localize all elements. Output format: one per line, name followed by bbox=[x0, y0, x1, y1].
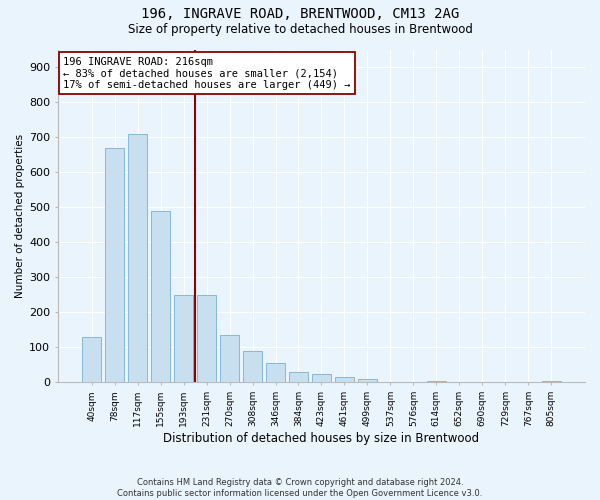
Bar bbox=[542, 381, 561, 382]
Text: 196, INGRAVE ROAD, BRENTWOOD, CM13 2AG: 196, INGRAVE ROAD, BRENTWOOD, CM13 2AG bbox=[141, 8, 459, 22]
Bar bbox=[151, 211, 170, 382]
Bar bbox=[427, 380, 446, 382]
Bar bbox=[266, 363, 285, 382]
Bar bbox=[220, 335, 239, 382]
X-axis label: Distribution of detached houses by size in Brentwood: Distribution of detached houses by size … bbox=[163, 432, 479, 445]
Bar bbox=[128, 134, 148, 382]
Bar bbox=[243, 351, 262, 382]
Bar bbox=[335, 377, 354, 382]
Bar bbox=[82, 337, 101, 382]
Bar bbox=[358, 379, 377, 382]
Bar bbox=[311, 374, 331, 382]
Y-axis label: Number of detached properties: Number of detached properties bbox=[15, 134, 25, 298]
Bar bbox=[289, 372, 308, 382]
Bar bbox=[174, 295, 193, 382]
Text: Size of property relative to detached houses in Brentwood: Size of property relative to detached ho… bbox=[128, 22, 472, 36]
Bar bbox=[197, 295, 217, 382]
Text: 196 INGRAVE ROAD: 216sqm
← 83% of detached houses are smaller (2,154)
17% of sem: 196 INGRAVE ROAD: 216sqm ← 83% of detach… bbox=[63, 56, 351, 90]
Text: Contains HM Land Registry data © Crown copyright and database right 2024.
Contai: Contains HM Land Registry data © Crown c… bbox=[118, 478, 482, 498]
Bar bbox=[105, 148, 124, 382]
